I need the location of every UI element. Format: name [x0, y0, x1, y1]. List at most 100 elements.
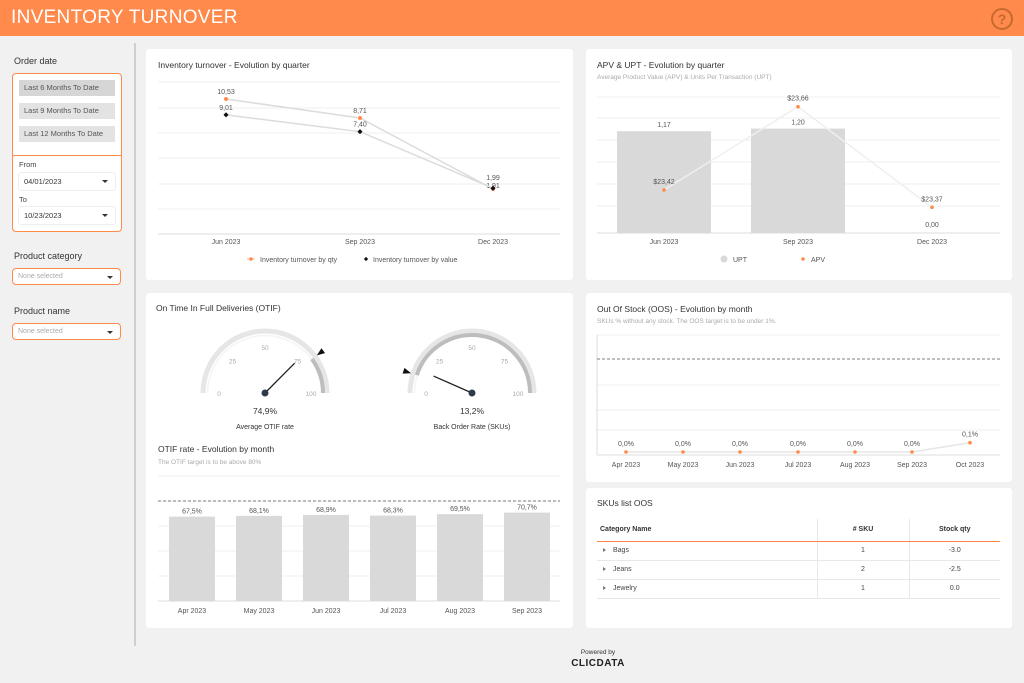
oos-point	[796, 450, 800, 454]
upt-bar	[617, 131, 711, 233]
sku-table: Category Name # SKU Stock qty Bags 1 -3.…	[597, 519, 1000, 599]
sku-list-title: SKUs list OOS	[597, 498, 653, 508]
to-label: To	[19, 195, 27, 204]
oos-point	[910, 450, 914, 454]
data-label: 10,53	[217, 89, 235, 96]
data-label: 7,40	[353, 122, 367, 129]
apv-label: $23,66	[787, 96, 809, 103]
gauge-value: 74,9%	[253, 406, 278, 416]
col-stock-qty[interactable]: Stock qty	[908, 519, 1000, 542]
oos-card	[586, 293, 1012, 482]
to-date-value: 10/23/2023	[24, 211, 62, 220]
app-header: INVENTORY TURNOVER ?	[0, 0, 1024, 36]
legend-label: UPT	[733, 257, 748, 264]
legend-label: APV	[811, 257, 825, 264]
gauge-target-band	[310, 357, 325, 394]
apv-point	[662, 188, 666, 192]
legend-label: Inventory turnover by value	[373, 257, 458, 264]
from-date-field[interactable]: 04/01/2023	[19, 173, 115, 190]
x-tick-label: Jun 2023	[726, 462, 755, 469]
col-category-name[interactable]: Category Name	[597, 519, 817, 542]
product-name-select[interactable]: None selected	[12, 323, 121, 340]
upt-bar	[751, 128, 845, 233]
legend-marker	[363, 256, 369, 262]
gauge-target-marker	[316, 348, 326, 356]
x-tick-label: Sep 2023	[783, 239, 813, 246]
preset-last-9-months[interactable]: Last 9 Months To Date	[19, 103, 115, 119]
gauge-target-marker	[402, 367, 412, 374]
otif-bar	[437, 514, 483, 601]
otif-card	[146, 293, 573, 628]
table-row[interactable]: Bags 1 -3.0	[597, 541, 1000, 561]
bar-label: 1,20	[791, 120, 805, 127]
gauge-value: 13,2%	[460, 406, 485, 416]
category-cell: Jewelry	[613, 585, 637, 592]
apv-upt-title: APV & UPT - Evolution by quarter	[597, 60, 725, 70]
gauge-tick-label: 100	[513, 391, 524, 398]
apv-label: $23,37	[921, 196, 943, 203]
apv-upt-subtitle: Average Product Value (APV) & Units Per …	[597, 74, 772, 81]
bar-label: 69,5%	[450, 506, 470, 513]
turnover-title: Inventory turnover - Evolution by quarte…	[158, 60, 310, 70]
bar-label: 68,9%	[316, 507, 336, 514]
powered-by-label: Powered by	[580, 649, 616, 656]
product-category-value: None selected	[18, 273, 63, 280]
data-label: 0,0%	[790, 441, 806, 448]
page-title: INVENTORY TURNOVER	[11, 7, 238, 28]
order-date-label: Order date	[14, 56, 58, 66]
x-tick-label: Dec 2023	[478, 239, 508, 246]
data-label: 0,0%	[618, 441, 634, 448]
expand-row-icon[interactable]	[603, 548, 606, 553]
clicdata-logo[interactable]: CLICDATA	[571, 658, 625, 669]
otif-title: On Time In Full Deliveries (OTIF)	[156, 303, 281, 313]
table-header-row: Category Name # SKU Stock qty	[597, 519, 1000, 542]
x-tick-label: Jun 2023	[312, 608, 341, 615]
x-tick-label: Sep 2023	[897, 462, 927, 469]
data-label: 9,01	[219, 105, 233, 112]
chevron-down-icon	[107, 276, 113, 279]
oos-point	[853, 450, 857, 454]
data-label: 0,0%	[675, 441, 691, 448]
gauge-track	[407, 328, 537, 394]
gauge-tick-label: 100	[306, 391, 317, 398]
category-cell: Bags	[613, 547, 629, 554]
data-label: 0,0%	[732, 441, 748, 448]
otif-rate-title: OTIF rate - Evolution by month	[158, 444, 275, 454]
chevron-down-icon	[102, 214, 108, 217]
to-date-field[interactable]: 10/23/2023	[19, 207, 115, 224]
x-tick-label: May 2023	[668, 462, 699, 469]
data-point	[490, 185, 496, 191]
table-row[interactable]: Jewelry 1 0.0	[597, 579, 1000, 599]
x-tick-label: Jun 2023	[212, 239, 241, 246]
bar-label: 70,7%	[517, 505, 537, 512]
question-circle-icon[interactable]: ?	[991, 8, 1013, 30]
data-point	[358, 115, 362, 120]
from-label: From	[19, 160, 37, 169]
product-category-select[interactable]: None selected	[12, 268, 121, 285]
x-tick-label: Jul 2023	[785, 462, 812, 469]
oos-point	[968, 440, 972, 445]
preset-last-6-months[interactable]: Last 6 Months To Date	[19, 80, 115, 96]
x-tick-label: Sep 2023	[345, 239, 375, 246]
gauge-hub	[261, 389, 269, 397]
gauge-tick-label: 0	[217, 391, 221, 398]
from-date-value: 04/01/2023	[24, 177, 62, 186]
col-sku-count[interactable]: # SKU	[816, 519, 909, 542]
oos-point	[738, 450, 742, 454]
stock-cell: -2.5	[908, 560, 1000, 580]
expand-row-icon[interactable]	[603, 586, 606, 591]
gauge-tick-label: 25	[229, 358, 237, 365]
oos-title: Out Of Stock (OOS) - Evolution by month	[597, 304, 753, 314]
x-tick-label: Apr 2023	[178, 608, 207, 615]
otif-bar	[504, 512, 550, 601]
sku-cell: 2	[816, 560, 909, 580]
preset-last-12-months[interactable]: Last 12 Months To Date	[19, 126, 115, 142]
bar-label: 67,5%	[182, 509, 202, 516]
table-row[interactable]: Jeans 2 -2.5	[597, 560, 1000, 580]
bar-label: 0,00	[925, 222, 939, 229]
expand-row-icon[interactable]	[603, 567, 606, 572]
legend-marker	[801, 257, 805, 261]
bar-label: 68,1%	[249, 508, 269, 515]
x-tick-label: Aug 2023	[445, 608, 475, 615]
legend-label: Inventory turnover by qty	[260, 257, 338, 264]
